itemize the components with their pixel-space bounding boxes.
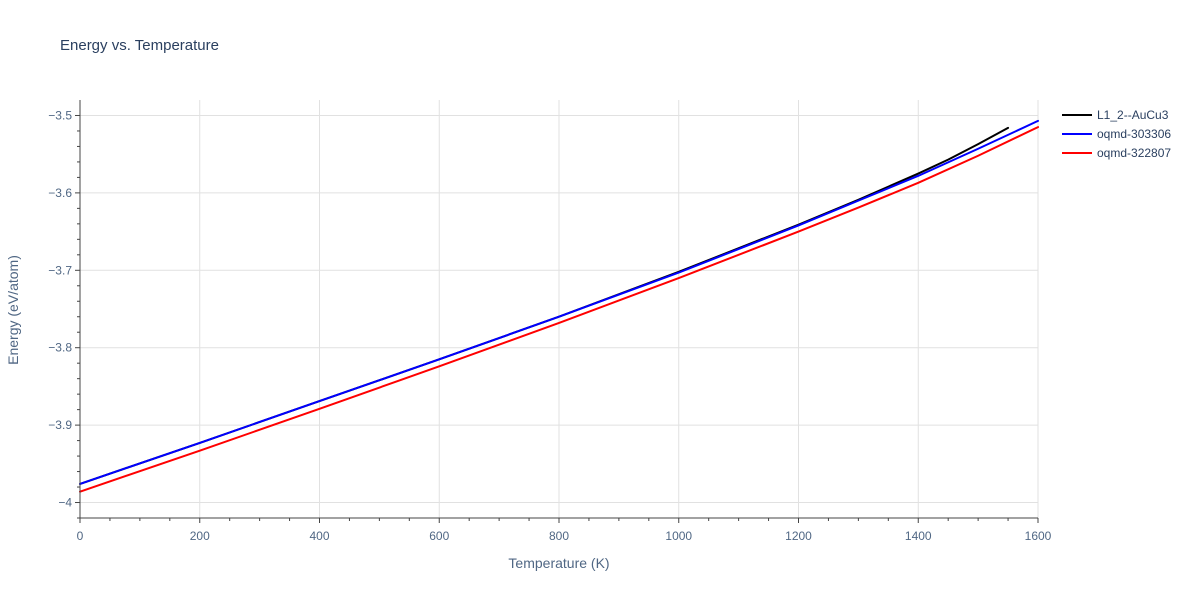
y-tick-label: −3.9 [48, 418, 72, 432]
legend-label: oqmd-303306 [1097, 127, 1171, 141]
series-line-oqmd-303306 [79, 119, 1039, 485]
y-tick-label: −3.6 [48, 186, 72, 200]
y-tick-label: −3.5 [48, 108, 72, 122]
x-tick-label: 1400 [905, 529, 932, 543]
legend[interactable]: L1_2--AuCu3 oqmd-303306 oqmd-322807 [1062, 108, 1171, 160]
y-tick-label: −3.7 [48, 263, 72, 277]
y-tick-label: −4 [58, 496, 72, 510]
x-tick-label: 800 [549, 529, 569, 543]
grid [80, 100, 1039, 518]
x-axis-title: Temperature (K) [508, 555, 609, 571]
x-tick-label: 600 [429, 529, 449, 543]
series-line-L1_2--AuCu3 [79, 126, 1010, 485]
x-tick-label: 1200 [785, 529, 812, 543]
y-axis-title: Energy (eV/atom) [5, 255, 21, 365]
x-tick-label: 1000 [665, 529, 692, 543]
axes: 0 200 400 600 800 1000 1200 1400 1600 −4 −3.9 −3.8 −… [48, 100, 1052, 543]
legend-item-oqmd-303306[interactable]: oqmd-303306 [1062, 127, 1171, 141]
x-tick-label: 400 [309, 529, 329, 543]
chart-title: Energy vs. Temperature [60, 37, 219, 54]
legend-label: oqmd-322807 [1097, 146, 1171, 160]
legend-item-oqmd-322807[interactable]: oqmd-322807 [1062, 146, 1171, 160]
legend-item-L1_2--AuCu3[interactable]: L1_2--AuCu3 [1062, 108, 1169, 122]
x-tick-label: 1600 [1025, 529, 1052, 543]
legend-label: L1_2--AuCu3 [1097, 108, 1169, 122]
series-line-oqmd-322807 [79, 126, 1039, 493]
x-tick-label: 0 [77, 529, 84, 543]
y-tick-label: −3.8 [48, 341, 72, 355]
series-lines [79, 119, 1039, 493]
x-tick-label: 200 [190, 529, 210, 543]
